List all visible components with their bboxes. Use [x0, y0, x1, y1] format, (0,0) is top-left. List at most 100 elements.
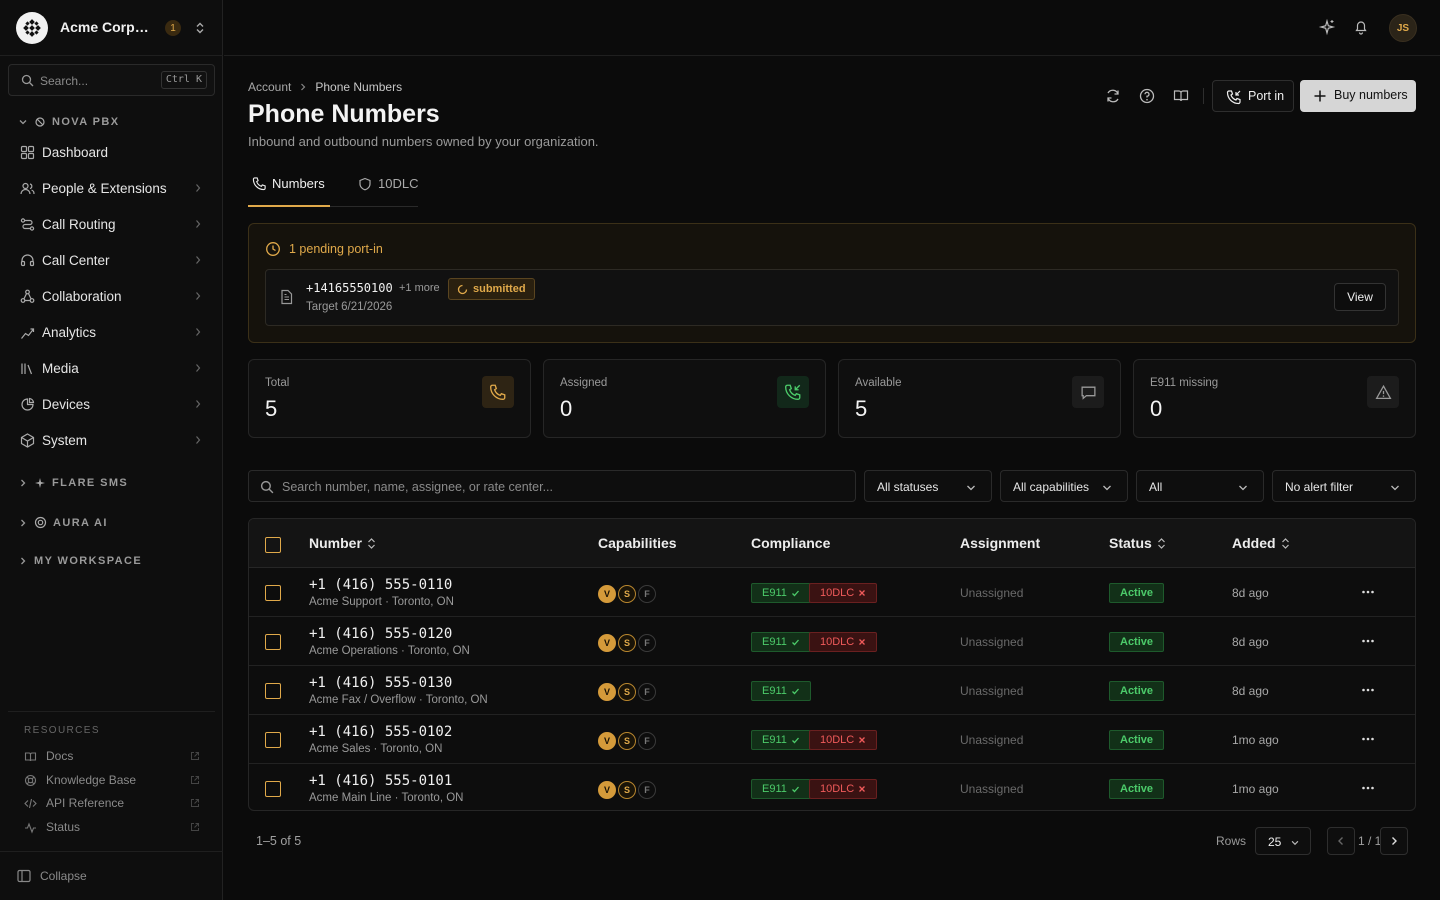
column-added[interactable]: Added: [1232, 535, 1290, 551]
chevron-up-down-icon[interactable]: [193, 21, 207, 35]
stat-value: 5: [855, 396, 868, 421]
row-checkbox[interactable]: [265, 781, 281, 797]
sidebar-search[interactable]: Search... Ctrl K: [8, 64, 215, 96]
breadcrumb-account[interactable]: Account: [248, 80, 292, 94]
row-checkbox[interactable]: [265, 634, 281, 650]
number-search-input[interactable]: Search number, name, assignee, or rate c…: [248, 470, 856, 502]
sparkles-icon[interactable]: [1318, 18, 1336, 36]
column-number[interactable]: Number: [309, 535, 376, 551]
sms-capability-badge: S: [618, 732, 636, 750]
next-page-button[interactable]: [1380, 827, 1408, 855]
sidebar-item-media[interactable]: Media: [12, 352, 212, 384]
sms-capability-badge: S: [618, 781, 636, 799]
topbar: JS: [224, 0, 1440, 56]
pending-heading-text: 1 pending port-in: [289, 242, 383, 256]
sidebar-item-label: Analytics: [42, 325, 97, 340]
chevron-right-icon: [21, 557, 26, 565]
column-label: Status: [1109, 535, 1152, 551]
badge-text: 10DLC: [820, 636, 855, 648]
chevron-right-icon: [194, 399, 202, 409]
resource-link-docs[interactable]: Docs: [24, 746, 200, 766]
voice-capability-badge: V: [598, 732, 616, 750]
table-row[interactable]: +1 (416) 555-0110 Acme Support · Toronto,…: [249, 568, 1415, 617]
table-row[interactable]: +1 (416) 555-0130 Acme Fax / Overflow · T…: [249, 666, 1415, 715]
tab-10dlc[interactable]: 10DLC: [354, 166, 418, 207]
port-in-button[interactable]: Port in: [1212, 80, 1294, 112]
status-filter-select[interactable]: All statuses: [864, 470, 992, 502]
capabilities-filter-select[interactable]: All capabilities: [1000, 470, 1128, 502]
select-value: No alert filter: [1285, 480, 1354, 494]
status-badge: Active: [1109, 632, 1165, 652]
people-icon: [20, 181, 35, 196]
assignment: Unassigned: [960, 782, 1024, 796]
external-link-icon: [190, 822, 200, 832]
page-title: Phone Numbers: [248, 100, 440, 128]
alert-filter-select[interactable]: No alert filter: [1272, 470, 1416, 502]
resource-link-knowledge-base[interactable]: Knowledge Base: [24, 770, 200, 790]
search-shortcut: Ctrl K: [160, 71, 207, 89]
sidebar-item-call-center[interactable]: Call Center: [12, 244, 212, 276]
select-value: All statuses: [877, 480, 939, 494]
resource-link-status[interactable]: Status: [24, 817, 200, 837]
sidebar-item-people-extensions[interactable]: People & Extensions: [12, 172, 212, 204]
section-label: NOVA PBX: [52, 116, 120, 128]
buy-numbers-label: Buy numbers: [1334, 88, 1408, 102]
sms-capability-badge: S: [618, 683, 636, 701]
sidebar-item-system[interactable]: System: [12, 424, 212, 456]
help-icon[interactable]: [1138, 87, 1156, 105]
check-icon: [791, 688, 799, 694]
sidebar-item-call-routing[interactable]: Call Routing: [12, 208, 212, 240]
external-link-icon: [190, 775, 200, 785]
view-button[interactable]: View: [1334, 283, 1386, 311]
column-capabilities: Capabilities: [598, 535, 677, 551]
more-actions-icon[interactable]: [1361, 634, 1375, 648]
10dlc-compliance-badge: 10DLC: [809, 632, 878, 652]
sidebar-item-collaboration[interactable]: Collaboration: [12, 280, 212, 312]
row-checkbox[interactable]: [265, 732, 281, 748]
table-row[interactable]: +1 (416) 555-0102 Acme Sales · Toronto, O…: [249, 715, 1415, 764]
chevron-down-icon: [19, 120, 27, 125]
user-avatar[interactable]: JS: [1389, 14, 1417, 42]
resource-link-api-reference[interactable]: API Reference: [24, 793, 200, 813]
more-actions-icon[interactable]: [1361, 732, 1375, 746]
buy-numbers-button[interactable]: Buy numbers: [1300, 80, 1416, 112]
section-flare-sms[interactable]: FLARE SMS: [18, 477, 128, 489]
loader-icon: [457, 284, 468, 295]
column-status[interactable]: Status: [1109, 535, 1166, 551]
type-filter-select[interactable]: All: [1136, 470, 1264, 502]
table-row[interactable]: +1 (416) 555-0120 Acme Operations · Toron…: [249, 617, 1415, 666]
bell-icon[interactable]: [1352, 18, 1370, 36]
sidebar-item-dashboard[interactable]: Dashboard: [12, 136, 212, 168]
rows-per-page-select[interactable]: 25: [1255, 827, 1311, 855]
row-checkbox[interactable]: [265, 585, 281, 601]
previous-page-button[interactable]: [1327, 827, 1355, 855]
section-my-workspace[interactable]: MY WORKSPACE: [18, 555, 142, 567]
check-icon: [791, 639, 799, 645]
sidebar-item-analytics[interactable]: Analytics: [12, 316, 212, 348]
more-actions-icon[interactable]: [1361, 781, 1375, 795]
breadcrumb-current: Phone Numbers: [315, 80, 403, 94]
refresh-icon[interactable]: [1104, 87, 1122, 105]
tab-numbers[interactable]: Numbers: [248, 166, 330, 207]
tab-label: 10DLC: [378, 176, 419, 191]
org-switcher[interactable]: Acme Corporation 1: [0, 0, 223, 56]
more-actions-icon[interactable]: [1361, 585, 1375, 599]
book-icon[interactable]: [1172, 87, 1190, 105]
sidebar-item-devices[interactable]: Devices: [12, 388, 212, 420]
section-nova-pbx[interactable]: NOVA PBX: [18, 116, 119, 128]
tab-bar: Numbers 10DLC: [248, 166, 418, 207]
external-link-icon: [190, 751, 200, 761]
select-all-checkbox[interactable]: [265, 537, 281, 553]
section-aura-ai[interactable]: AURA AI: [18, 516, 108, 529]
table-row[interactable]: +1 (416) 555-0101 Acme Main Line · Toront…: [249, 764, 1415, 810]
row-checkbox[interactable]: [265, 683, 281, 699]
resource-label: Status: [46, 819, 81, 834]
collapse-sidebar-button[interactable]: Collapse: [0, 851, 223, 900]
stat-card-assigned: Assigned 0: [543, 359, 826, 438]
search-icon: [260, 480, 274, 494]
rows-per-page-label: Rows: [1216, 834, 1247, 848]
resource-label: Docs: [46, 749, 74, 763]
more-actions-icon[interactable]: [1361, 683, 1375, 697]
chevron-right-icon: [194, 435, 202, 445]
book-icon: [24, 750, 37, 763]
